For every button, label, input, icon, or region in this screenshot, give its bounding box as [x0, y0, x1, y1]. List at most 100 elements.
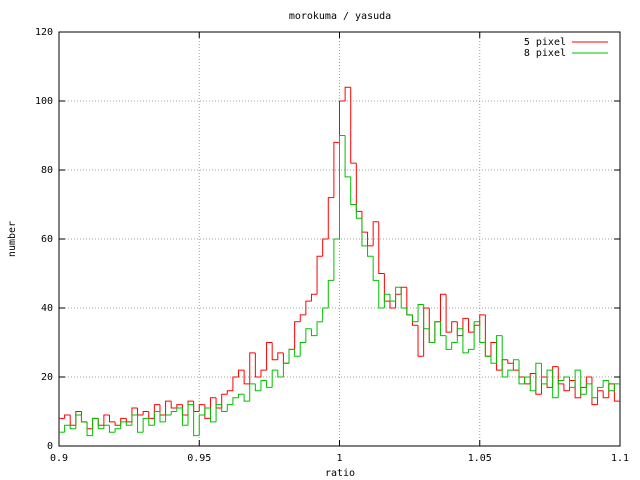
histogram-step: [137, 408, 144, 416]
histogram-step: [518, 359, 525, 385]
x-axis-label: ratio: [325, 468, 355, 479]
histogram-step: [277, 370, 284, 378]
y-tick-label: 120: [35, 27, 53, 38]
histogram-step: [125, 418, 132, 423]
histogram-step: [468, 318, 475, 333]
histogram-step: [148, 411, 155, 419]
histogram-step: [187, 404, 194, 426]
histogram-step: [221, 393, 228, 409]
histogram-step: [142, 411, 149, 415]
histogram-step: [411, 314, 419, 326]
histogram-step: [428, 308, 435, 343]
histogram-step: [344, 135, 351, 178]
histogram-step: [597, 386, 604, 398]
histogram-step: [344, 86, 351, 101]
x-tick-label: 1.1: [611, 453, 629, 464]
histogram-step: [64, 414, 71, 419]
histogram-step: [490, 342, 497, 357]
histogram-step: [322, 238, 329, 257]
histogram-step: [552, 370, 559, 399]
histogram-step: [597, 390, 604, 405]
histogram-step: [540, 363, 548, 385]
histogram-step: [176, 404, 183, 409]
histogram-step: [501, 359, 508, 371]
histogram-step: [512, 359, 520, 371]
histogram-step: [170, 411, 177, 415]
histogram-step: [193, 401, 200, 412]
histogram-step: [165, 414, 172, 422]
histogram-step: [243, 394, 250, 402]
histogram-step: [108, 425, 116, 433]
histogram-step: [198, 414, 205, 436]
histogram-step: [316, 255, 323, 295]
x-tick-label: 1.05: [468, 453, 492, 464]
histogram-step: [271, 342, 278, 361]
y-tick-label: 20: [41, 372, 53, 383]
histogram-step: [80, 411, 88, 423]
histogram-step: [75, 411, 82, 426]
histogram-step: [445, 294, 452, 333]
histogram-step: [423, 307, 430, 357]
histogram-step: [260, 379, 267, 391]
histogram-step: [282, 362, 290, 377]
histogram-step: [103, 424, 110, 429]
histogram-step: [445, 335, 452, 350]
histogram-step: [456, 328, 463, 343]
histogram-step: [395, 286, 402, 302]
histogram-step: [288, 348, 295, 364]
histogram-step: [97, 418, 104, 430]
histogram-step: [299, 342, 306, 357]
y-axis-label: number: [7, 221, 18, 257]
histogram-step: [69, 425, 76, 430]
histogram-step: [400, 287, 407, 309]
histogram-step: [69, 414, 76, 426]
histogram-step: [181, 408, 189, 426]
histogram-step: [142, 417, 149, 433]
histogram-step: [585, 383, 592, 395]
x-tick-label: 0.95: [187, 453, 211, 464]
histogram-step: [479, 314, 486, 326]
histogram-step: [574, 369, 581, 388]
histogram-step: [75, 414, 82, 429]
histogram-step: [294, 321, 301, 350]
histogram-step: [299, 314, 306, 322]
histogram-step: [563, 383, 570, 392]
histogram-step: [350, 176, 357, 205]
y-tick-label: 0: [47, 441, 53, 452]
histogram-step: [361, 211, 368, 233]
histogram-step: [249, 352, 256, 384]
histogram-step: [254, 352, 261, 378]
histogram-step: [400, 286, 407, 295]
histogram-step: [282, 352, 290, 364]
y-tick-label: 100: [35, 96, 53, 107]
histogram-step: [512, 363, 520, 371]
histogram-step: [608, 380, 615, 392]
legend-label: 8 pixel: [524, 48, 566, 59]
histogram-step: [355, 204, 362, 219]
histogram-step: [529, 373, 536, 384]
histogram-step: [243, 370, 250, 385]
histogram-step: [439, 293, 447, 322]
histogram-step: [92, 417, 99, 436]
histogram-step: [288, 348, 295, 364]
histogram-step: [305, 328, 312, 343]
histogram-step: [209, 408, 217, 423]
histogram-step: [613, 383, 620, 391]
histogram-step: [92, 417, 99, 429]
histogram-step: [535, 362, 542, 391]
histogram-step: [176, 407, 183, 412]
histogram-step: [316, 321, 323, 336]
histogram-step: [524, 376, 531, 384]
histogram-step: [80, 414, 88, 423]
histogram-step: [490, 356, 497, 364]
histogram-step: [339, 135, 346, 239]
histogram-step: [350, 87, 357, 164]
histogram-step: [484, 342, 491, 357]
histogram-step: [277, 352, 284, 360]
histogram-step: [383, 293, 390, 308]
histogram-step: [372, 221, 379, 246]
histogram-step: [580, 386, 587, 398]
histogram-step: [108, 414, 116, 423]
histogram-step: [395, 293, 402, 308]
histogram-step: [546, 369, 553, 384]
